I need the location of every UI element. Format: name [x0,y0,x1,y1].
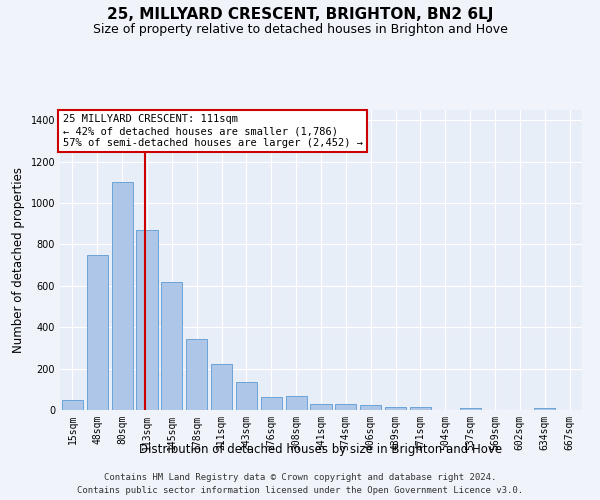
Bar [385,407,406,410]
Bar [136,230,158,410]
Bar [335,404,356,410]
Bar [360,406,381,410]
Bar [161,282,182,410]
Bar [310,404,332,410]
Bar [211,364,232,410]
Bar [460,408,481,410]
Bar [87,255,108,410]
Text: 25 MILLYARD CRESCENT: 111sqm
← 42% of detached houses are smaller (1,786)
57% of: 25 MILLYARD CRESCENT: 111sqm ← 42% of de… [62,114,362,148]
Text: Size of property relative to detached houses in Brighton and Hove: Size of property relative to detached ho… [92,22,508,36]
Text: 25, MILLYARD CRESCENT, BRIGHTON, BN2 6LJ: 25, MILLYARD CRESCENT, BRIGHTON, BN2 6LJ [107,8,493,22]
Bar [534,408,555,410]
Bar [62,400,83,410]
Bar [236,382,257,410]
Text: Contains public sector information licensed under the Open Government Licence v3: Contains public sector information licen… [77,486,523,495]
Bar [112,182,133,410]
Bar [186,338,207,410]
Bar [286,396,307,410]
Text: Contains HM Land Registry data © Crown copyright and database right 2024.: Contains HM Land Registry data © Crown c… [104,472,496,482]
Text: Distribution of detached houses by size in Brighton and Hove: Distribution of detached houses by size … [139,442,503,456]
Bar [261,396,282,410]
Y-axis label: Number of detached properties: Number of detached properties [12,167,25,353]
Bar [410,407,431,410]
